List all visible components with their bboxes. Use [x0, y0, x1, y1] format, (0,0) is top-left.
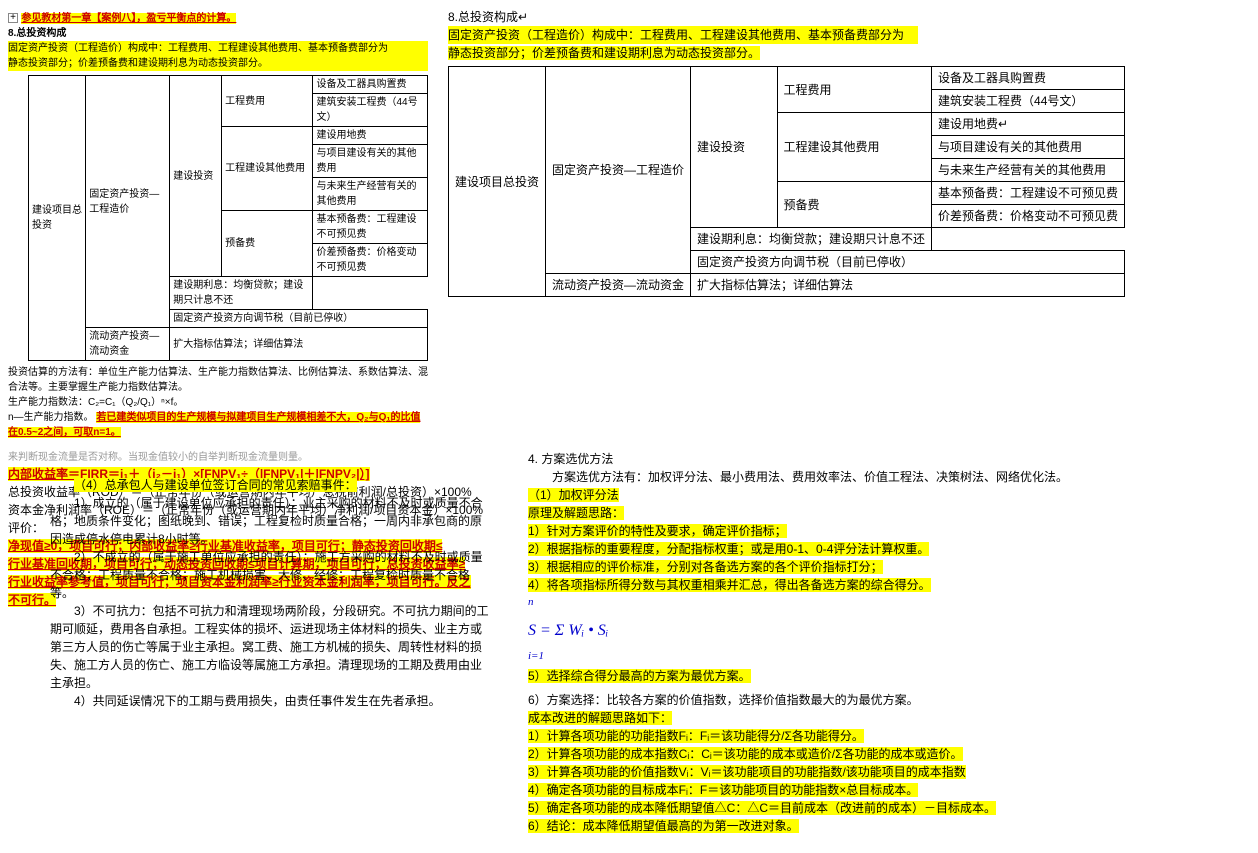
investment-table-big: 建设项目总投资 固定资产投资—工程造价 建设投资 工程费用 设备及工器具购置费 …: [448, 66, 1125, 297]
cell: 建设用地费: [313, 127, 428, 145]
cell: 设备及工器具购置费: [932, 67, 1125, 90]
step-5: 5）选择综合得分最高的方案为最优方案。: [528, 669, 751, 683]
heading-8-big: 8.总投资构成↵: [448, 8, 1250, 26]
cell: 固定资产投资方向调节税（目前已停收）: [691, 251, 1125, 274]
investment-table-small: 建设项目总投资 固定资产投资—工程造价 建设投资 工程费用 设备及工器具购置费 …: [28, 75, 428, 361]
desc-big-1: 固定资产投资（工程造价）构成中：工程费用、工程建设其他费用、基本预备费部分为: [448, 26, 918, 44]
cell: 扩大指标估算法；详细估算法: [170, 328, 428, 361]
cost-2: 2）计算各项功能的成本指数Cᵢ：Cᵢ＝该功能的成本或造价/Σ各功能的成本或造价。: [528, 747, 963, 761]
cell: 建筑安装工程费（44号文）: [313, 94, 428, 127]
cell: 建设期利息：均衡贷款；建设期只计息不还: [170, 277, 313, 310]
cell: 固定资产投资—工程造价: [546, 67, 691, 274]
cell: 设备及工器具购置费: [313, 76, 428, 94]
cost-6: 6）结论：成本降低期望值最高的为第一改进对象。: [528, 819, 799, 833]
desc-big-2: 静态投资部分；价差预备费和建设期利息为动态投资部分。: [448, 46, 760, 60]
step-6: 6）方案选择：比较各方案的价值指数，选择价值指数最大的为最优方案。: [528, 691, 1250, 709]
cell: 工程费用: [777, 67, 932, 113]
cell: 与未来生产经营有关的其他费用: [932, 159, 1125, 182]
cell: 流动资产投资—流动资金: [546, 274, 691, 297]
cell: 建设项目总投资: [29, 76, 86, 361]
cell: 基本预备费：工程建设不可预见费: [313, 211, 428, 244]
ref-note: 参见教材第一章【案例八】，盈亏平衡点的计算。: [21, 13, 236, 24]
step-3: 3）根据相应的评价标准，分别对各备选方案的各个评价指标打分；: [528, 560, 883, 574]
cell: 建设投资: [691, 67, 777, 228]
n-desc: n—生产能力指数。: [8, 412, 94, 423]
cell: 流动资产投资—流动资金: [86, 328, 170, 361]
cut-text: 来判断现金流量是否对称。当现金值较小的自举判断现金流量则量。: [8, 450, 508, 465]
capacity-formula: 生产能力指数法：C₂=C₁（Q₂/Q₁）ⁿ×f。: [8, 395, 428, 410]
cost-3: 3）计算各项功能的价值指数Vᵢ：Vᵢ＝该功能项目的功能指数/该功能项目的成本指数: [528, 765, 966, 779]
cell: 与项目建设有关的其他费用: [932, 136, 1125, 159]
step-1: 1）针对方案评价的特性及要求，确定评价指标；: [528, 524, 787, 538]
cell: 与未来生产经营有关的其他费用: [313, 178, 428, 211]
cell: 扩大指标估算法；详细估算法: [691, 274, 1125, 297]
cell: 预备费: [222, 211, 313, 277]
cell: 工程建设其他费用: [222, 127, 313, 211]
cell: 建筑安装工程费（44号文）: [932, 90, 1125, 113]
cell: 基本预备费：工程建设不可预见费: [932, 182, 1125, 205]
claim-p2: 2）不成立的（属于施工单位应承担的责任）：施工方采购的材料不及时或质量不合格；工…: [50, 548, 490, 602]
cell: 预备费: [777, 182, 932, 228]
method-2: 原理及解题思路：: [528, 506, 624, 520]
cell: 与项目建设有关的其他费用: [313, 145, 428, 178]
rule-4: 不可行。: [8, 593, 56, 607]
claim-p3: 3）不可抗力：包括不可抗力和清理现场两阶段，分段研究。不可抗力期间的工期可顺延，…: [50, 602, 490, 692]
cell: 固定资产投资—工程造价: [86, 76, 170, 328]
expand-icon[interactable]: +: [8, 13, 18, 23]
scheme-heading: 4. 方案选优方法: [528, 450, 1250, 468]
step-2: 2）根据指标的重要程度，分配指标权重；或是用0-1、0-4评分法计算权重。: [528, 542, 929, 556]
cell: 工程费用: [222, 76, 313, 127]
desc-line-1: 固定资产投资（工程造价）构成中：工程费用、工程建设其他费用、基本预备费部分为: [8, 41, 428, 56]
scheme-desc: 方案选优方法有：加权评分法、最小费用法、费用效率法、价值工程法、决策树法、网络优…: [528, 468, 1250, 486]
cell: 固定资产投资方向调节税（目前已停收）: [170, 310, 428, 328]
cell: 建设项目总投资: [449, 67, 546, 297]
desc-line-2: 静态投资部分；价差预备费和建设期利息为动态投资部分。: [8, 56, 428, 71]
claim-p1: 1）成立的（属于建设单位应承担的责任）：业主采购的材料不及时或质量不合格；地质条…: [50, 494, 490, 548]
claim-p4: 4）共同延误情况下的工期与费用损失，由责任事件发生在先者承担。: [50, 692, 490, 710]
cell: 建设用地费↵: [932, 113, 1125, 136]
step-4: 4）将各项指标所得分数与其权重相乘并汇总，得出各备选方案的综合得分。: [528, 578, 931, 592]
heading-8-small: 8.总投资构成: [8, 26, 428, 41]
claim-heading: （4）总承包人与建设单位签订合同的常见索赔事件：: [74, 478, 357, 492]
calc-methods: 投资估算的方法有：单位生产能力估算法、生产能力指数估算法、比例估算法、系数估算法…: [8, 365, 428, 395]
cost-heading: 成本改进的解题思路如下：: [528, 711, 672, 725]
method-1: （1）加权评分法: [528, 488, 619, 502]
cost-4: 4）确定各项功能的目标成本Fᵢ：F＝该功能项目的功能指数×总目标成本。: [528, 783, 918, 797]
cell: 价差预备费：价格变动不可预见费: [313, 244, 428, 277]
weighted-formula: n S = Σ Wᵢ • Sᵢ i=1: [528, 594, 1250, 667]
cost-1: 1）计算各项功能的功能指数Fᵢ：Fᵢ＝该功能得分/Σ各功能得分。: [528, 729, 864, 743]
cell: 建设投资: [170, 76, 222, 277]
cell: 建设期利息：均衡贷款；建设期只计息不还: [691, 228, 932, 251]
cell: 工程建设其他费用: [777, 113, 932, 182]
cost-5: 5）确定各项功能的成本降低期望值△C：△C＝目前成本（改进前的成本）－目标成本。: [528, 801, 996, 815]
cell: 价差预备费：价格变动不可预见费: [932, 205, 1125, 228]
